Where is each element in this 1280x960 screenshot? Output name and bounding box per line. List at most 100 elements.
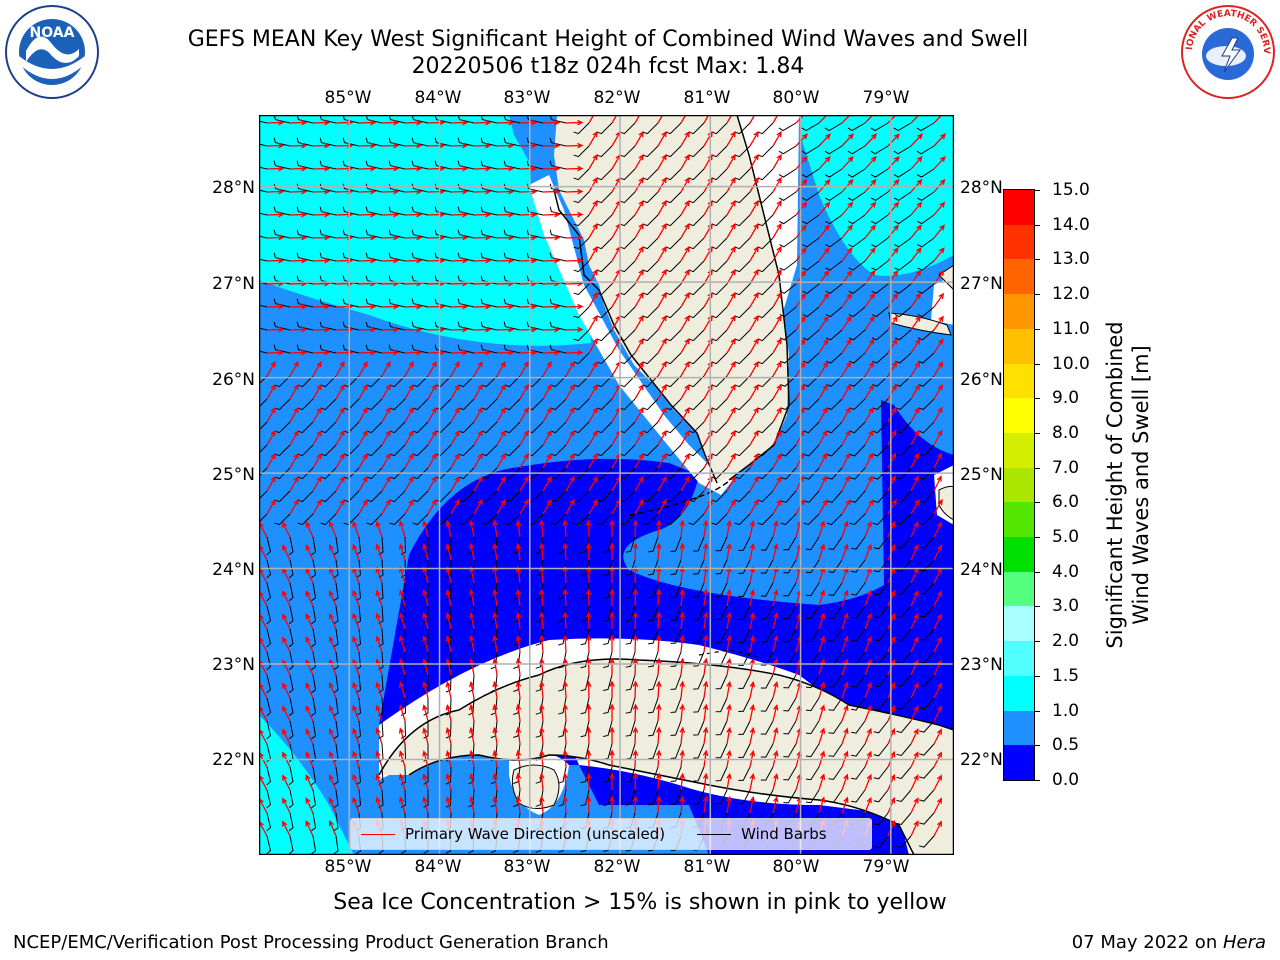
colorbar-tick-mark [1034, 363, 1040, 365]
wind-barb [596, 444, 613, 457]
wind-barb [297, 467, 314, 480]
lon-tick-bottom: 82°W [593, 857, 641, 877]
colorbar [1003, 189, 1035, 781]
wind-barb [365, 115, 383, 124]
wind-barb [549, 137, 567, 147]
wind-barb [389, 398, 406, 411]
wave-direction-arrow [585, 726, 592, 745]
wind-barb [711, 490, 728, 503]
wind-barb [423, 605, 429, 624]
wind-barb [423, 582, 429, 601]
wave-direction-arrow [422, 612, 429, 630]
wind-barb [778, 122, 797, 132]
wave-direction-arrow [841, 796, 849, 814]
wind-barb [580, 628, 590, 646]
wave-direction-arrow [818, 796, 826, 814]
wind-barb [481, 490, 498, 503]
wave-direction-arrow [657, 199, 667, 216]
wind-barb [596, 467, 613, 480]
wave-direction-arrow [864, 224, 876, 239]
wave-direction-arrow [818, 727, 826, 745]
wave-direction-arrow [542, 119, 561, 126]
wind-barb [918, 559, 935, 572]
wind-barb [828, 789, 843, 803]
wave-direction-arrow [422, 520, 429, 538]
wind-barb [896, 490, 912, 503]
wave-direction-arrow [634, 199, 644, 216]
wind-barb [670, 743, 682, 760]
wave-direction-arrow [887, 383, 897, 400]
wave-direction-arrow [496, 452, 506, 469]
lat-tick-right: 26°N [960, 370, 1003, 390]
wave-direction-arrow [266, 188, 285, 195]
wave-direction-arrow [679, 703, 685, 722]
wave-direction-arrow [539, 795, 545, 814]
wind-barb [573, 122, 590, 135]
wind-barb [619, 191, 636, 204]
wave-direction-arrow [772, 727, 779, 745]
wind-barb [693, 697, 705, 713]
wave-direction-arrow [282, 797, 291, 814]
wind-barb [266, 789, 272, 809]
wave-direction-arrow [282, 728, 291, 745]
wind-barb [388, 275, 406, 285]
wave-direction-arrow [841, 247, 853, 262]
wind-barb [757, 513, 774, 526]
wind-barb [503, 321, 521, 331]
wave-direction-arrow [887, 247, 899, 262]
wind-barb [411, 206, 429, 216]
wave-direction-arrow [841, 224, 853, 239]
wave-direction-arrow [585, 703, 592, 722]
wave-direction-arrow [841, 612, 849, 630]
wave-direction-arrow [910, 682, 919, 699]
wave-direction-arrow [427, 429, 437, 446]
wind-barb [526, 160, 544, 170]
wave-direction-arrow [726, 360, 736, 377]
wind-barb [603, 789, 613, 806]
wind-barb [918, 375, 935, 387]
wave-direction-arrow [680, 337, 690, 354]
wind-barb [266, 766, 272, 786]
wind-barb [296, 344, 314, 354]
wind-barb [596, 168, 613, 181]
wind-barb [760, 559, 774, 574]
wave-direction-arrow [818, 201, 831, 216]
wave-direction-arrow [492, 795, 498, 814]
wave-direction-arrow [445, 680, 452, 699]
wind-barb [558, 766, 567, 784]
wave-direction-arrow [841, 658, 849, 676]
wind-barb [738, 720, 751, 735]
wind-barb [871, 283, 889, 294]
wind-barb [734, 513, 751, 526]
wave-direction-arrow [427, 383, 437, 400]
wave-direction-arrow [515, 542, 522, 561]
wind-barb [648, 743, 659, 760]
wave-direction-arrow [468, 657, 475, 676]
wind-barb [715, 536, 728, 552]
wave-direction-arrow [565, 142, 584, 149]
wave-direction-arrow [702, 657, 709, 676]
wave-direction-arrow [864, 520, 872, 538]
wind-barb [670, 582, 682, 599]
wave-direction-arrow [312, 326, 331, 333]
wave-direction-arrow [427, 406, 437, 423]
wind-barb [918, 398, 935, 411]
wind-barb [825, 306, 843, 318]
wave-direction-arrow [609, 795, 615, 814]
wave-direction-arrow [933, 115, 945, 124]
wind-barb [573, 375, 590, 388]
wind-barb [873, 605, 889, 619]
wind-barb [580, 789, 590, 807]
wave-direction-arrow [519, 234, 538, 241]
wind-barb [445, 789, 452, 808]
wind-barb [895, 444, 912, 457]
wave-direction-arrow [841, 406, 851, 423]
wind-barb [526, 206, 544, 216]
wind-barb [917, 237, 935, 248]
wave-direction-arrow [841, 589, 849, 607]
wind-barb [715, 651, 728, 667]
wave-direction-arrow [381, 303, 400, 310]
wind-barb [365, 275, 383, 285]
wind-barb [642, 329, 659, 342]
wind-barb [670, 766, 682, 783]
